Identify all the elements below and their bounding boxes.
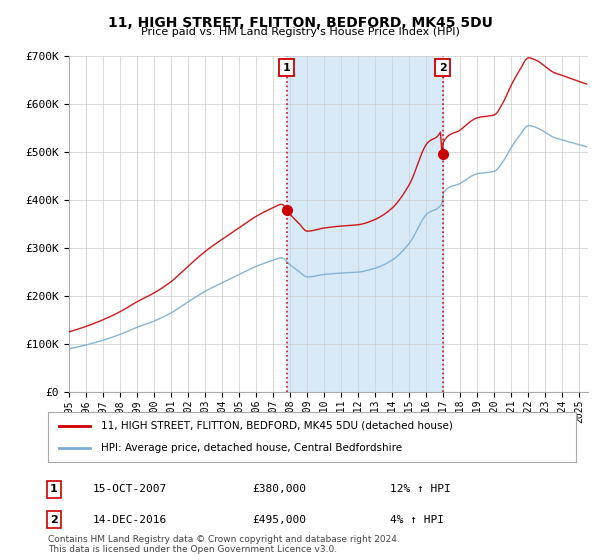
Text: 11, HIGH STREET, FLITTON, BEDFORD, MK45 5DU: 11, HIGH STREET, FLITTON, BEDFORD, MK45 … [107,16,493,30]
Text: 1: 1 [283,63,290,73]
Text: 2: 2 [439,63,446,73]
Text: £495,000: £495,000 [252,515,306,525]
Text: Contains HM Land Registry data © Crown copyright and database right 2024.: Contains HM Land Registry data © Crown c… [48,535,400,544]
Text: 2: 2 [50,515,58,525]
Text: 4% ↑ HPI: 4% ↑ HPI [390,515,444,525]
Text: 11, HIGH STREET, FLITTON, BEDFORD, MK45 5DU (detached house): 11, HIGH STREET, FLITTON, BEDFORD, MK45 … [101,421,452,431]
Text: 12% ↑ HPI: 12% ↑ HPI [390,484,451,494]
Text: Price paid vs. HM Land Registry's House Price Index (HPI): Price paid vs. HM Land Registry's House … [140,27,460,37]
Text: This data is licensed under the Open Government Licence v3.0.: This data is licensed under the Open Gov… [48,545,337,554]
Text: 15-OCT-2007: 15-OCT-2007 [93,484,167,494]
Text: £380,000: £380,000 [252,484,306,494]
Text: HPI: Average price, detached house, Central Bedfordshire: HPI: Average price, detached house, Cent… [101,443,402,453]
Text: 14-DEC-2016: 14-DEC-2016 [93,515,167,525]
Text: 1: 1 [50,484,58,494]
Bar [287,56,443,392]
